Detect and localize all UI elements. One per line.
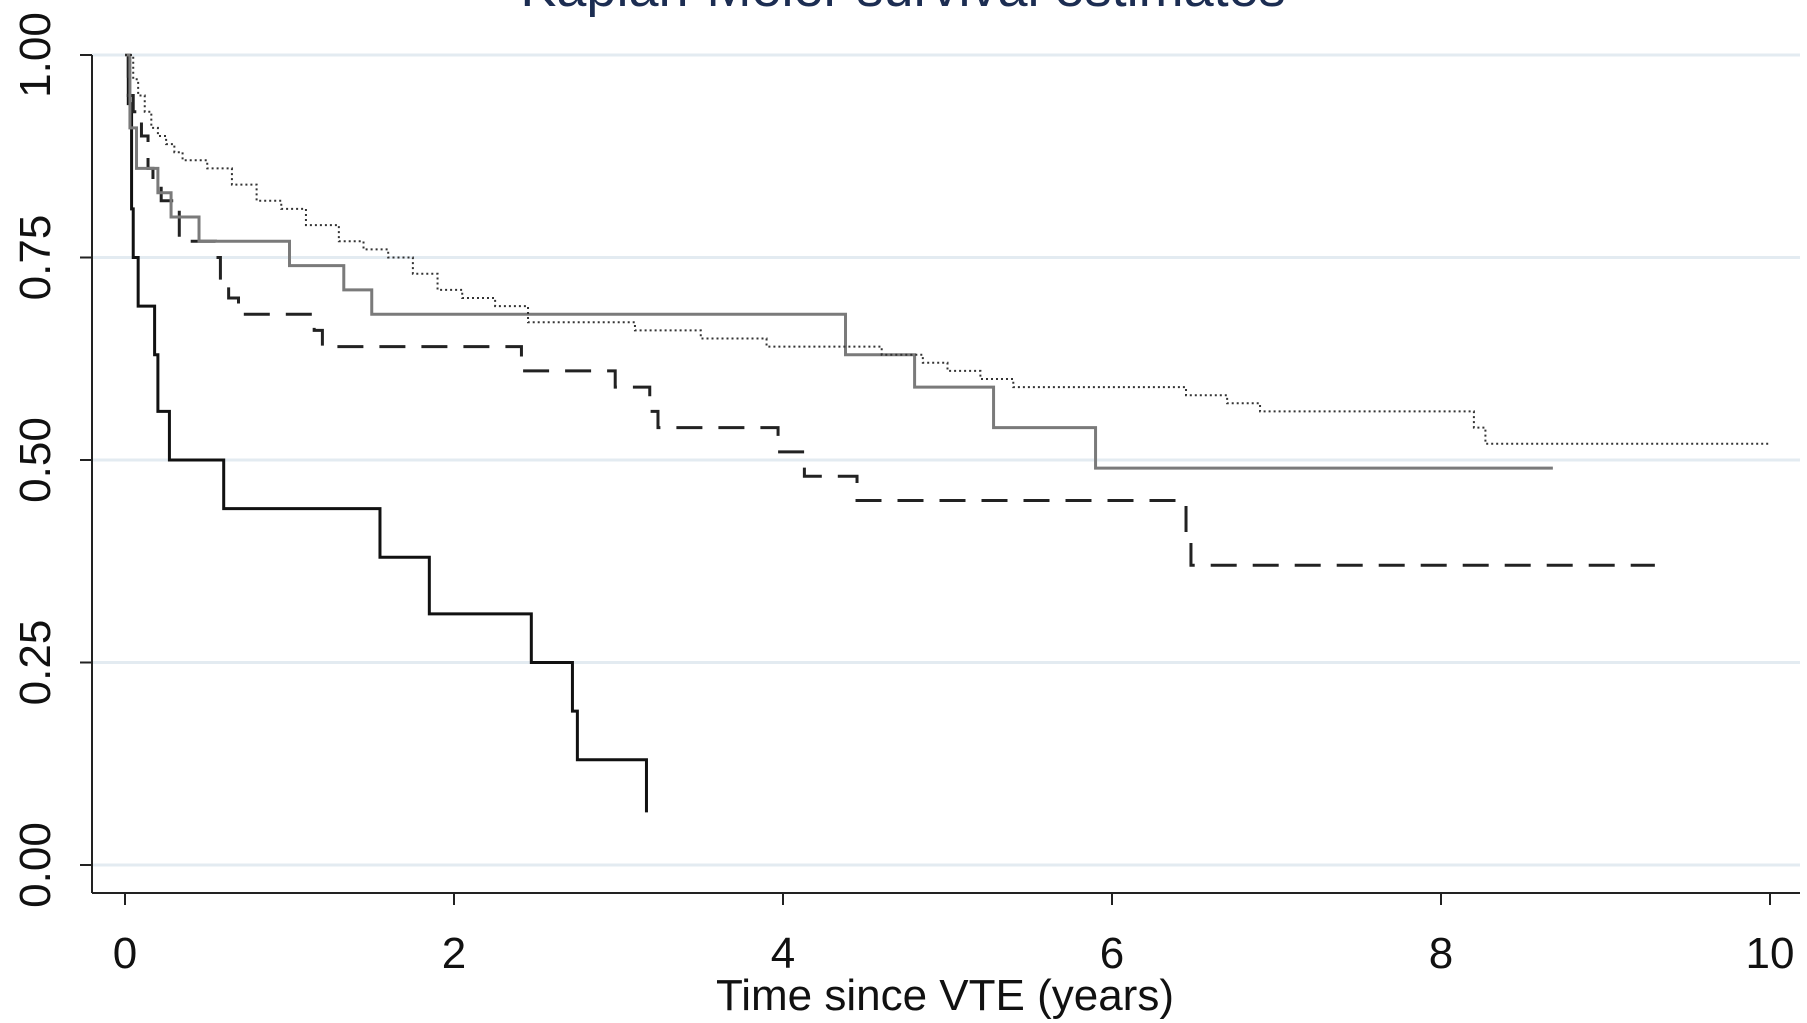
survival-curve-4 bbox=[125, 54, 1770, 445]
tick-marks: 0.00 0.25 0.50 0.75 1.00 0 2 4 6 8 10 bbox=[11, 12, 1794, 978]
grid-lines bbox=[92, 53, 1800, 867]
axes bbox=[91, 55, 1800, 894]
survival-curves bbox=[125, 53, 1770, 813]
y-tick-label: 0.25 bbox=[11, 620, 60, 706]
y-tick-label: 0.50 bbox=[11, 417, 60, 503]
survival-curve-1 bbox=[125, 53, 648, 813]
y-tick-label: 0.75 bbox=[11, 215, 60, 301]
x-tick-label: 10 bbox=[1746, 929, 1795, 978]
chart-title: Kaplan-Meier survival estimates bbox=[520, 0, 1285, 18]
x-tick-label: 8 bbox=[1429, 929, 1453, 978]
x-tick-label: 2 bbox=[442, 929, 466, 978]
y-tick-label: 1.00 bbox=[11, 12, 60, 98]
x-axis-title: Time since VTE (years) bbox=[716, 971, 1174, 1020]
x-tick-label: 4 bbox=[771, 929, 795, 978]
x-tick-label: 6 bbox=[1100, 929, 1124, 978]
x-tick-label: 0 bbox=[113, 929, 137, 978]
survival-curve-3 bbox=[125, 53, 1553, 470]
y-tick-label: 0.00 bbox=[11, 822, 60, 908]
